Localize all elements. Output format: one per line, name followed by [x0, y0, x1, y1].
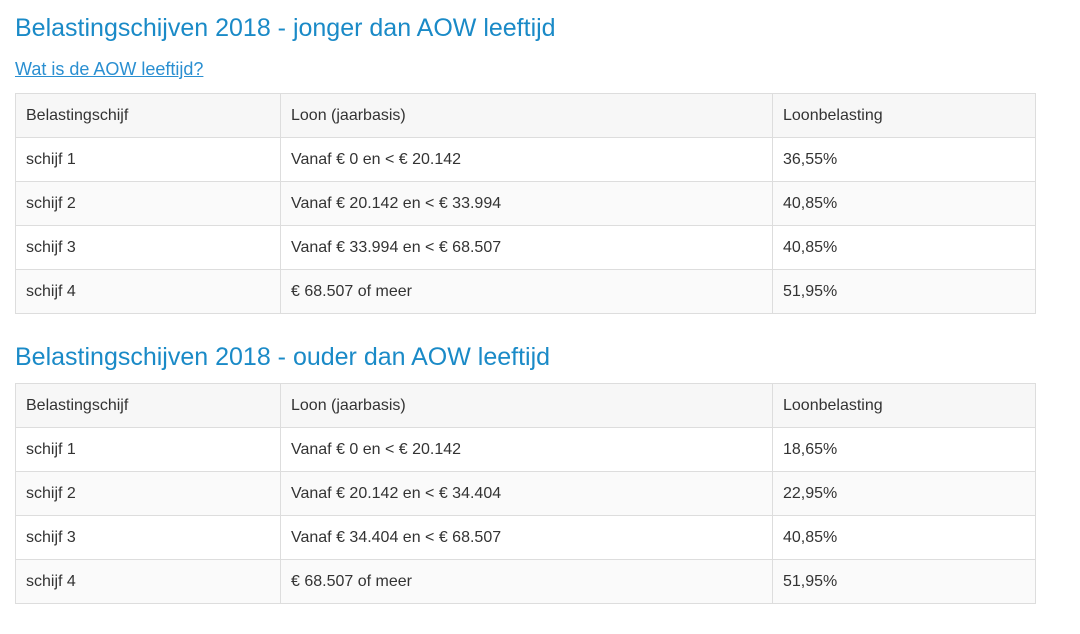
bracket-cell: schijf 3 — [15, 515, 281, 560]
bracket-cell: schijf 1 — [15, 427, 281, 472]
aow-age-link[interactable]: Wat is de AOW leeftijd? — [15, 59, 204, 79]
tax-rate-cell: 51,95% — [772, 269, 1036, 314]
income-cell: € 68.507 of meer — [280, 559, 773, 604]
column-header-income: Loon (jaarbasis) — [280, 383, 773, 428]
table-row: schijf 3 Vanaf € 33.994 en < € 68.507 40… — [15, 225, 1036, 270]
table-row: schijf 2 Vanaf € 20.142 en < € 34.404 22… — [15, 471, 1036, 516]
tax-brackets-table-under-aow: Belastingschijf Loon (jaarbasis) Loonbel… — [15, 93, 1036, 314]
tax-rate-cell: 40,85% — [772, 515, 1036, 560]
bracket-cell: schijf 4 — [15, 559, 281, 604]
income-cell: Vanaf € 34.404 en < € 68.507 — [280, 515, 773, 560]
table-row: schijf 2 Vanaf € 20.142 en < € 33.994 40… — [15, 181, 1036, 226]
tax-rate-cell: 40,85% — [772, 225, 1036, 270]
bracket-cell: schijf 4 — [15, 269, 281, 314]
bracket-cell: schijf 2 — [15, 471, 281, 516]
income-cell: € 68.507 of meer — [280, 269, 773, 314]
tax-rate-cell: 22,95% — [772, 471, 1036, 516]
income-cell: Vanaf € 0 en < € 20.142 — [280, 137, 773, 182]
table-header-row: Belastingschijf Loon (jaarbasis) Loonbel… — [15, 383, 1036, 428]
column-header-bracket: Belastingschijf — [15, 383, 281, 428]
section-title-under-aow: Belastingschijven 2018 - jonger dan AOW … — [15, 14, 556, 42]
column-header-tax-rate: Loonbelasting — [772, 383, 1036, 428]
tax-rate-cell: 40,85% — [772, 181, 1036, 226]
table-row: schijf 1 Vanaf € 0 en < € 20.142 18,65% — [15, 427, 1036, 472]
table-row: schijf 1 Vanaf € 0 en < € 20.142 36,55% — [15, 137, 1036, 182]
column-header-tax-rate: Loonbelasting — [772, 93, 1036, 138]
table-header-row: Belastingschijf Loon (jaarbasis) Loonbel… — [15, 93, 1036, 138]
tax-rate-cell: 18,65% — [772, 427, 1036, 472]
section-title-over-aow: Belastingschijven 2018 - ouder dan AOW l… — [15, 343, 551, 371]
tax-brackets-table-over-aow: Belastingschijf Loon (jaarbasis) Loonbel… — [15, 383, 1036, 604]
bracket-cell: schijf 3 — [15, 225, 281, 270]
income-cell: Vanaf € 20.142 en < € 33.994 — [280, 181, 773, 226]
bracket-cell: schijf 2 — [15, 181, 281, 226]
column-header-bracket: Belastingschijf — [15, 93, 281, 138]
tax-rate-cell: 36,55% — [772, 137, 1036, 182]
tax-rate-cell: 51,95% — [772, 559, 1036, 604]
table-row: schijf 3 Vanaf € 34.404 en < € 68.507 40… — [15, 515, 1036, 560]
bracket-cell: schijf 1 — [15, 137, 281, 182]
table-row: schijf 4 € 68.507 of meer 51,95% — [15, 559, 1036, 604]
column-header-income: Loon (jaarbasis) — [280, 93, 773, 138]
income-cell: Vanaf € 0 en < € 20.142 — [280, 427, 773, 472]
table-row: schijf 4 € 68.507 of meer 51,95% — [15, 269, 1036, 314]
income-cell: Vanaf € 33.994 en < € 68.507 — [280, 225, 773, 270]
income-cell: Vanaf € 20.142 en < € 34.404 — [280, 471, 773, 516]
